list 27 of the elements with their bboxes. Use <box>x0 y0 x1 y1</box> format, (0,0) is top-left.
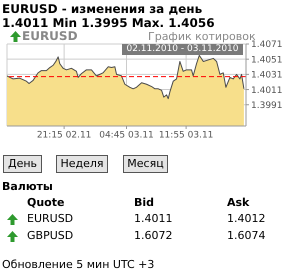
text: День <box>3 155 42 173</box>
y-tick-label: 1.3991 <box>251 100 282 111</box>
text: Обновление 5 мин UTC +3 <box>2 258 154 271</box>
y-tick-label: 1.4071 <box>251 40 282 50</box>
y-tick-label: 1.4011 <box>251 86 282 96</box>
text: EURUSD <box>22 29 78 43</box>
text: График котировок <box>148 30 256 43</box>
text: 1.4012 <box>227 212 266 225</box>
chart-subtitle: 1.4011 Min 1.3995 Max. 1.4056 <box>2 16 215 30</box>
text: Quote <box>27 196 64 209</box>
text: Месяц <box>123 155 168 173</box>
annotation: 02.11.2010 - 03.11.2010 <box>122 44 243 55</box>
chart-title: EURUSD - изменения за день <box>2 2 204 16</box>
text: EURUSD <box>27 212 74 225</box>
text: Bid <box>134 196 154 209</box>
text: 1.4011 <box>134 212 172 225</box>
text: GBPUSD <box>27 229 74 242</box>
x-tick-label: 04:45 03.11 <box>99 130 154 140</box>
text: 1.6074 <box>227 229 266 242</box>
text: Валюты <box>2 180 53 193</box>
text: Ask <box>227 196 250 209</box>
x-tick-label: 11:55 03.11 <box>158 130 214 140</box>
text: Неделя <box>56 155 108 173</box>
y-tick-label: 1.4051 <box>251 55 282 66</box>
text: 1.6072 <box>134 229 172 242</box>
x-tick-label: 21:15 02.11 <box>36 130 92 140</box>
y-tick-label: 1.4031 <box>251 70 282 81</box>
